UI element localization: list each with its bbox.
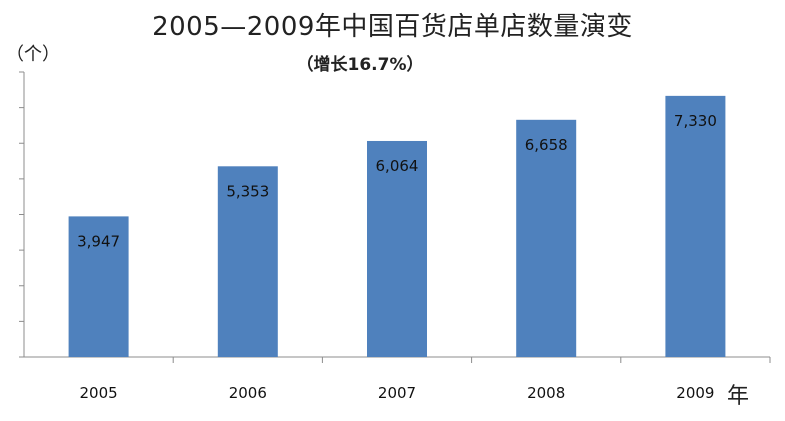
bar-2008 [516,119,577,357]
data-label-2005: 3,947 [77,232,120,250]
data-label-2009: 7,330 [674,112,717,130]
x-tick-label-2007: 2007 [378,384,416,402]
bar-2005 [68,216,129,357]
bar-2009 [665,95,726,358]
data-label-2007: 6,064 [376,157,419,175]
y-axis-unit-label: （个） [6,44,60,65]
x-tick-label-2006: 2006 [229,384,267,402]
bar-2007 [367,140,427,357]
x-tick-label-2009: 2009 [676,384,714,402]
x-tick-label-2005: 2005 [80,384,118,402]
x-axis-unit-label: 年 [727,384,750,409]
data-label-2006: 5,353 [226,182,269,200]
x-tick-label-2008: 2008 [527,384,565,402]
chart-subtitle: （增长16.7%） [296,55,424,75]
data-label-2008: 6,658 [525,136,568,154]
chart-title: 2005—2009年中国百货店单店数量演变 [152,12,633,42]
bar-2006 [217,166,278,357]
